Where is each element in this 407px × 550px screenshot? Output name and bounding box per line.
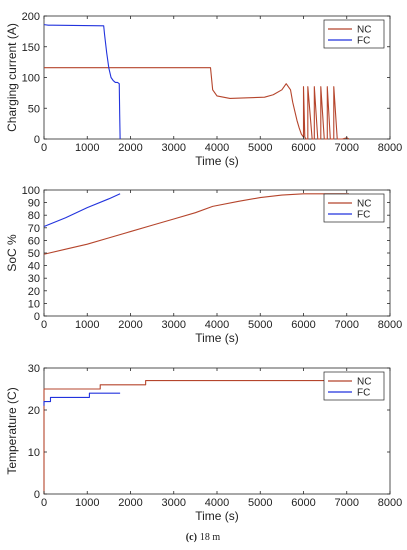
y-tick-label: 40: [28, 261, 40, 273]
x-tick-label: 0: [41, 142, 47, 154]
legend-label-nc: NC: [357, 25, 371, 36]
x-tick-label: 8000: [378, 497, 402, 509]
y-tick-label: 50: [28, 248, 40, 260]
legend-label-nc: NC: [357, 377, 371, 388]
x-tick-label: 2000: [118, 319, 142, 331]
x-tick-label: 5000: [248, 497, 272, 509]
y-tick-label: 90: [28, 198, 40, 210]
x-tick-label: 7000: [335, 497, 359, 509]
y-axis-label: SoC %: [5, 234, 19, 272]
y-tick-label: 10: [28, 298, 40, 310]
y-tick-label: 100: [22, 73, 40, 85]
series-line-nc: [44, 67, 350, 140]
legend-box: [323, 193, 385, 223]
y-tick-label: 70: [28, 223, 40, 235]
y-tick-label: 80: [28, 210, 40, 222]
figure-caption: (c) 18 m: [186, 532, 221, 543]
x-tick-label: 4000: [205, 142, 229, 154]
x-tick-label: 3000: [162, 497, 186, 509]
y-tick-label: 30: [28, 273, 40, 285]
x-tick-label: 7000: [335, 319, 359, 331]
y-tick-label: 10: [28, 447, 40, 459]
x-axis-label: Time (s): [195, 154, 239, 168]
y-tick-label: 150: [22, 42, 40, 54]
x-tick-label: 6000: [291, 142, 315, 154]
x-tick-label: 0: [41, 497, 47, 509]
x-tick-label: 2000: [118, 497, 142, 509]
y-tick-label: 0: [34, 489, 40, 501]
chart-panel-3: 0 1000 2000 3000 4000 5000 6000 7000 8000 0 10 20 30…: [5, 363, 402, 523]
x-tick-label: 1000: [75, 142, 99, 154]
x-tick-label: 4000: [205, 319, 229, 331]
y-tick-label: 60: [28, 235, 40, 247]
y-tick-label: 30: [28, 363, 40, 375]
legend-box: [323, 371, 385, 401]
x-tick-label: 6000: [291, 319, 315, 331]
x-tick-label: 1000: [75, 319, 99, 331]
x-axis-label: Time (s): [195, 331, 239, 345]
x-axis-label: Time (s): [195, 509, 239, 523]
series-line-fc: [43, 392, 121, 406]
series-line-nc: [43, 193, 349, 255]
y-tick-label: 100: [22, 185, 40, 197]
y-tick-label: 50: [28, 103, 40, 115]
y-tick-label: 200: [22, 11, 40, 23]
y-tick-label: 20: [28, 286, 40, 298]
x-tick-label: 5000: [248, 142, 272, 154]
x-tick-label: 0: [41, 319, 47, 331]
y-tick-label: 20: [28, 405, 40, 417]
legend-label-fc: FC: [357, 36, 370, 47]
y-tick-label: 0: [34, 311, 40, 323]
series-line-fc: [43, 193, 121, 228]
x-tick-label: 7000: [335, 142, 359, 154]
legend-label-nc: NC: [357, 199, 371, 210]
legend-label-fc: FC: [357, 210, 370, 221]
legend-box: [323, 19, 385, 49]
x-tick-label: 6000: [291, 497, 315, 509]
y-axis-label: Charging current (A): [5, 23, 19, 132]
x-tick-label: 2000: [118, 142, 142, 154]
legend-label-fc: FC: [357, 388, 370, 399]
x-tick-label: 8000: [378, 319, 402, 331]
series-line-nc: [43, 380, 349, 494]
series-line-fc: [43, 24, 121, 140]
x-tick-label: 3000: [162, 319, 186, 331]
y-axis-label: Temperature (C): [5, 387, 19, 474]
x-tick-label: 1000: [75, 497, 99, 509]
x-tick-label: 8000: [378, 142, 402, 154]
x-tick-label: 4000: [205, 497, 229, 509]
y-tick-label: 0: [34, 134, 40, 146]
chart-panel-1: 0 1000 2000 3000 4000 5000 6000 7000 8000 0 50 100 1…: [5, 11, 402, 168]
x-tick-label: 5000: [248, 319, 272, 331]
x-tick-label: 3000: [162, 142, 186, 154]
chart-panel-2: 0 1000 2000 3000 4000 5000 6000 7000 8000 0102030…: [5, 185, 402, 345]
